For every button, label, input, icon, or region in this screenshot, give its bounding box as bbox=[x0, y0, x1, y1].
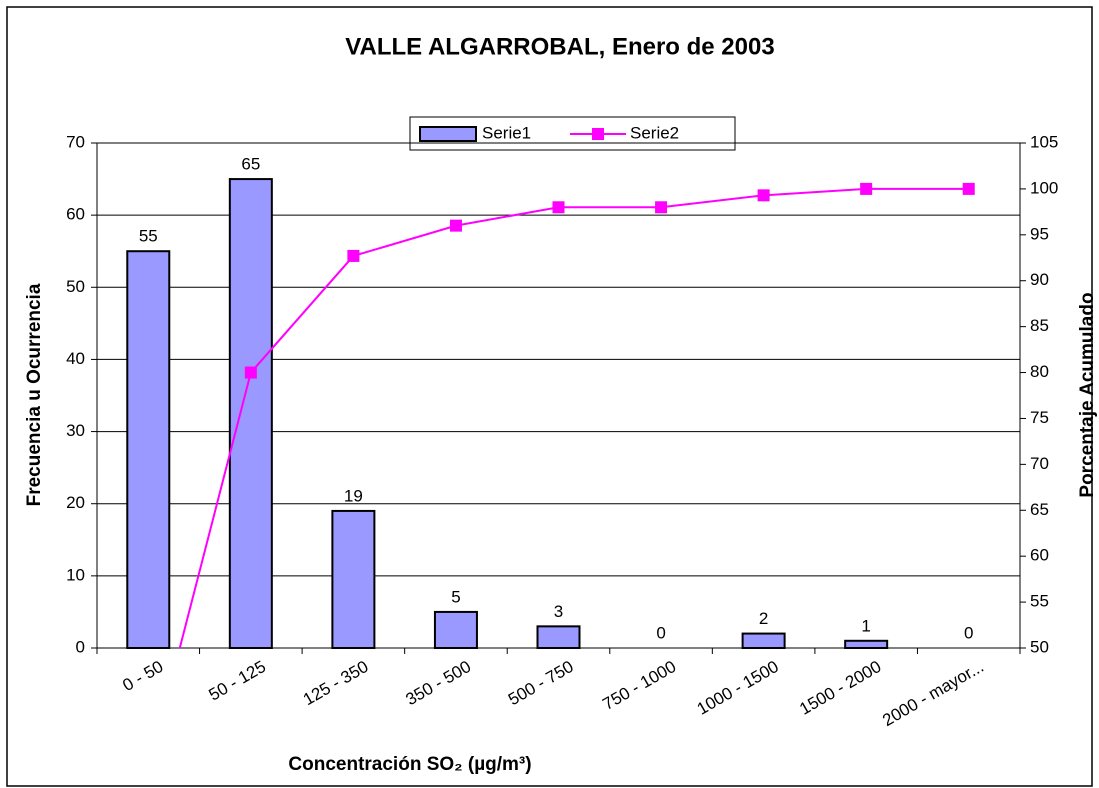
y-tick-label: 10 bbox=[66, 565, 85, 584]
line-marker bbox=[962, 182, 975, 195]
legend-label: Serie1 bbox=[482, 123, 531, 142]
bar bbox=[741, 632, 786, 649]
x-axis-title: Concentración SO₂ (µg/m³) bbox=[288, 754, 531, 775]
y2-tick-label: 100 bbox=[1030, 178, 1058, 197]
y2-tick-label: 90 bbox=[1030, 270, 1049, 289]
data-label: 3 bbox=[554, 602, 563, 621]
y2-tick-label: 65 bbox=[1030, 500, 1049, 519]
y-tick-label: 60 bbox=[66, 205, 85, 224]
y2-tick-label: 55 bbox=[1030, 592, 1049, 611]
y2-tick-label: 70 bbox=[1030, 454, 1049, 473]
bar bbox=[844, 639, 889, 649]
y-tick-label: 70 bbox=[66, 132, 85, 151]
y-tick-label: 50 bbox=[66, 277, 85, 296]
line-marker bbox=[655, 201, 668, 214]
data-label: 1 bbox=[861, 616, 870, 635]
y-tick-label: 40 bbox=[66, 349, 85, 368]
y-axis-title: Frecuencia u Ocurrencia bbox=[24, 283, 45, 506]
line-marker bbox=[757, 189, 770, 202]
y2-tick-label: 60 bbox=[1030, 546, 1049, 565]
legend-swatch bbox=[419, 126, 477, 142]
y2-tick-label: 75 bbox=[1030, 408, 1049, 427]
data-label: 19 bbox=[344, 486, 363, 505]
bar bbox=[536, 625, 581, 649]
data-label: 5 bbox=[451, 587, 460, 606]
y2-tick-label: 95 bbox=[1030, 224, 1049, 243]
legend-label: Serie2 bbox=[630, 123, 679, 142]
data-label: 0 bbox=[656, 623, 665, 642]
bar bbox=[228, 178, 273, 649]
y2-tick-label: 85 bbox=[1030, 316, 1049, 335]
line-group bbox=[178, 182, 975, 648]
bar bbox=[331, 509, 376, 649]
line-marker bbox=[244, 366, 257, 379]
chart-title: VALLE ALGARROBAL, Enero de 2003 bbox=[345, 33, 774, 60]
y2-tick-label: 50 bbox=[1030, 637, 1049, 656]
bar bbox=[126, 250, 171, 649]
data-label: 0 bbox=[964, 623, 973, 642]
data-label: 55 bbox=[139, 227, 158, 246]
bar bbox=[433, 610, 478, 650]
legend-marker bbox=[592, 128, 604, 140]
line-marker bbox=[552, 201, 565, 214]
y-tick-label: 0 bbox=[76, 637, 85, 656]
y2-axis-title: Porcentaje Acumulado bbox=[1077, 292, 1098, 497]
y2-tick-label: 105 bbox=[1030, 132, 1058, 151]
y2-tick-label: 80 bbox=[1030, 362, 1049, 381]
line-marker bbox=[347, 249, 360, 262]
line-marker bbox=[860, 182, 873, 195]
line-marker bbox=[449, 219, 462, 232]
data-label: 65 bbox=[241, 155, 260, 174]
y-tick-label: 20 bbox=[66, 493, 85, 512]
y-tick-label: 30 bbox=[66, 421, 85, 440]
data-label: 2 bbox=[759, 609, 768, 628]
